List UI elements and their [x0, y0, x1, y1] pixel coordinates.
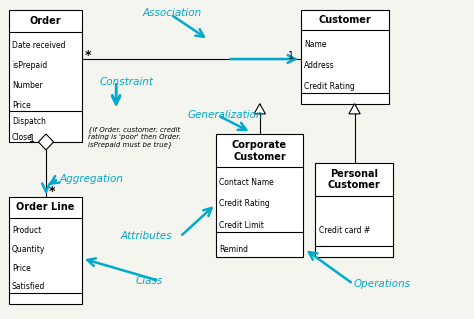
Text: Quantity: Quantity [12, 245, 45, 254]
Text: Generalization: Generalization [187, 110, 263, 120]
Text: Price: Price [12, 101, 31, 110]
Polygon shape [349, 104, 360, 114]
Bar [216, 134, 303, 257]
Text: Credit Rating: Credit Rating [219, 199, 270, 208]
Polygon shape [254, 104, 265, 114]
Text: Corporate
Customer: Corporate Customer [232, 140, 287, 161]
Text: Contact Name: Contact Name [219, 178, 274, 187]
Text: Address: Address [304, 61, 335, 70]
Text: Product: Product [12, 226, 41, 235]
Text: Aggregation: Aggregation [59, 174, 123, 184]
Text: *: * [84, 49, 91, 62]
Text: Attributes: Attributes [121, 231, 173, 241]
Text: Association: Association [142, 8, 201, 18]
Bar [315, 163, 393, 257]
Bar [9, 197, 82, 304]
Text: {if Order. customer. credit
rating is 'poor' then Order.
isPrepaid must be true}: {if Order. customer. credit rating is 'p… [88, 126, 181, 148]
Text: Dispatch: Dispatch [12, 117, 46, 126]
Text: Satisfied: Satisfied [12, 282, 45, 291]
Text: Operations: Operations [353, 279, 410, 289]
Text: Credit Limit: Credit Limit [219, 221, 264, 230]
Text: Order Line: Order Line [16, 202, 74, 212]
Text: Remind: Remind [219, 245, 248, 254]
Text: isPrepaid: isPrepaid [12, 61, 47, 70]
Text: 1: 1 [29, 134, 35, 144]
Polygon shape [38, 134, 54, 150]
Text: *: * [49, 185, 55, 198]
Text: Price: Price [12, 264, 31, 273]
Text: Number: Number [12, 81, 43, 90]
Text: Credit Rating: Credit Rating [304, 82, 355, 91]
Text: Credit card #: Credit card # [319, 226, 370, 235]
Text: Personal
Customer: Personal Customer [328, 169, 381, 190]
Text: Customer: Customer [319, 15, 371, 25]
Text: Order: Order [29, 16, 61, 26]
Text: Name: Name [304, 40, 327, 49]
Text: Class: Class [135, 276, 162, 286]
Bar [9, 10, 82, 142]
Text: Constraint: Constraint [100, 77, 154, 86]
Text: 1: 1 [289, 51, 294, 61]
Bar [301, 10, 389, 104]
Text: Date received: Date received [12, 41, 65, 50]
Text: Close: Close [12, 133, 33, 142]
